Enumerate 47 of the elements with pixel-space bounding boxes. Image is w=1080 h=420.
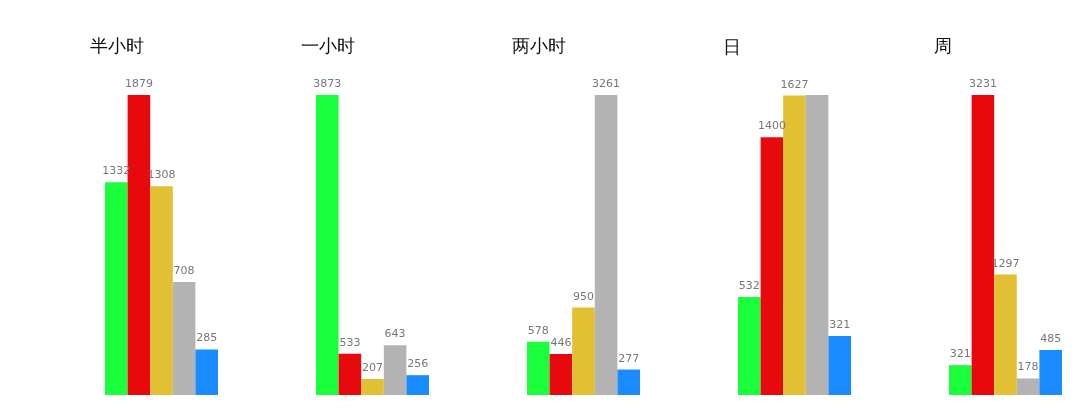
data-label: 485 (1040, 331, 1062, 345)
bar (361, 378, 384, 395)
chart-title: 日 (723, 35, 741, 57)
bar (338, 353, 362, 395)
bar (383, 345, 407, 395)
data-label: 950 (573, 289, 594, 303)
chart-title: 半小时 (90, 35, 144, 56)
data-label: 446 (550, 335, 572, 349)
bar (617, 369, 640, 395)
data-label: 3261 (592, 77, 621, 90)
bar (594, 95, 618, 395)
data-label: 277 (618, 351, 640, 365)
data-label: 532 (738, 279, 760, 293)
chart-title: 周 (934, 35, 952, 56)
data-label: 708 (173, 263, 195, 277)
bar (316, 95, 339, 395)
data-label: 533 (339, 335, 361, 349)
data-label: 3873 (313, 77, 342, 90)
bar (549, 353, 573, 395)
bar (949, 365, 972, 395)
data-label: 321 (949, 347, 971, 361)
bar (172, 281, 196, 395)
chart-title: 两小时 (512, 35, 566, 56)
chart-title: 一小时 (301, 35, 355, 56)
data-label: 178 (1017, 360, 1039, 374)
data-label: 578 (527, 323, 549, 337)
bar (738, 297, 761, 395)
bar (105, 182, 128, 395)
bar (195, 349, 218, 395)
bar (1016, 378, 1040, 395)
bar (828, 335, 851, 395)
data-label: 207 (362, 360, 383, 374)
bar (805, 95, 829, 395)
data-label: 285 (196, 331, 218, 345)
bar (760, 137, 784, 395)
data-label: 1879 (124, 77, 153, 90)
bar (572, 307, 595, 395)
bar (994, 274, 1017, 395)
data-label: 643 (384, 327, 406, 341)
data-label: 3231 (968, 77, 997, 90)
data-label: 321 (829, 317, 851, 331)
bar (527, 341, 550, 395)
data-label: 256 (407, 357, 429, 371)
bar (1039, 349, 1062, 395)
bar (150, 186, 173, 395)
data-label: 1627 (780, 77, 809, 91)
bar (406, 375, 429, 395)
